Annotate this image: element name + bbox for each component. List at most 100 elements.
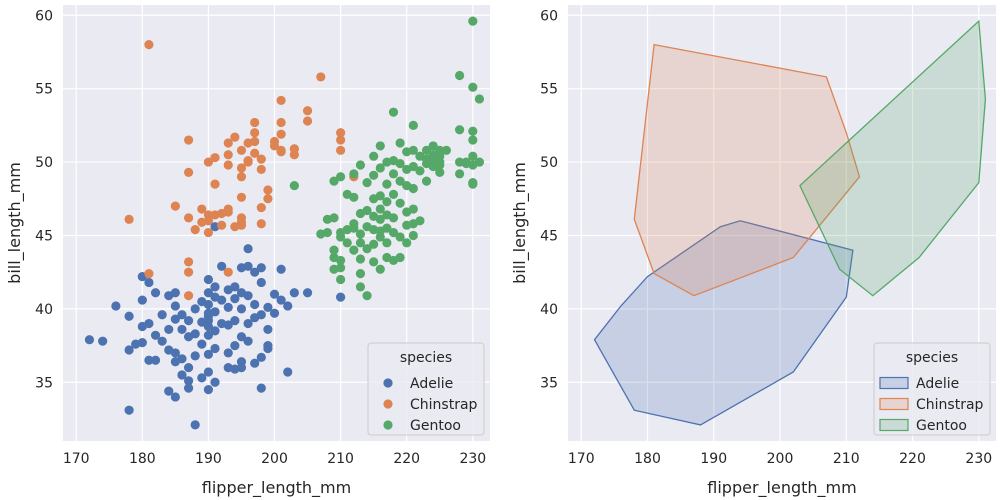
y-tick-label: 55 — [35, 82, 53, 98]
scatter-point — [355, 160, 366, 170]
legend-box — [367, 342, 485, 436]
scatter-point — [250, 148, 260, 158]
y-tick-label: 50 — [540, 155, 558, 171]
scatter-point — [223, 207, 233, 217]
scatter-point — [375, 141, 385, 151]
scatter-point — [223, 160, 233, 170]
scatter-point — [210, 179, 220, 189]
scatter-point — [137, 338, 147, 348]
legend-patch — [879, 418, 909, 432]
scatter-point — [124, 405, 134, 415]
y-tick-label: 45 — [35, 228, 53, 244]
scatter-point — [276, 117, 286, 128]
scatter-point — [276, 295, 286, 305]
scatter-point — [223, 150, 233, 160]
legend-label: Gentoo — [410, 418, 461, 434]
scatter-point — [316, 72, 326, 82]
scatter-point — [408, 145, 418, 155]
scatter-point — [137, 295, 147, 305]
scatter-point — [210, 343, 220, 354]
scatter-point — [369, 170, 379, 180]
scatter-point — [388, 189, 399, 199]
legend-marker — [383, 378, 393, 388]
scatter-point — [170, 392, 180, 402]
scatter-point — [124, 214, 134, 224]
x-tick-label: 230 — [965, 451, 992, 467]
scatter-point — [250, 299, 260, 310]
scatter-point — [395, 176, 405, 186]
y-tick-label: 45 — [540, 228, 558, 244]
scatter-point — [349, 245, 359, 255]
scatter-point — [302, 288, 313, 298]
scatter-point — [269, 141, 280, 151]
x-tick-label: 220 — [393, 451, 420, 467]
scatter-point — [454, 125, 465, 135]
scatter-point — [468, 82, 478, 92]
scatter-point — [124, 345, 134, 355]
scatter-point — [243, 261, 253, 271]
scatter-point — [468, 135, 478, 145]
scatter-point — [388, 107, 399, 117]
x-tick-label: 180 — [634, 451, 661, 467]
x-tick-label: 190 — [195, 451, 222, 467]
scatter-point — [203, 216, 214, 226]
y-axis-label: bill_length_mm — [510, 162, 530, 284]
scatter-point — [256, 202, 266, 213]
scatter-point — [336, 263, 346, 273]
scatter-point — [395, 232, 405, 242]
scatter-point — [256, 277, 266, 288]
scatter-point — [210, 307, 220, 317]
scatter-point — [210, 326, 220, 336]
scatter-point — [190, 304, 200, 314]
x-tick-label: 170 — [568, 451, 595, 467]
scatter-point — [415, 166, 425, 176]
scatter-point — [388, 213, 399, 223]
scatter-point — [408, 230, 418, 241]
legend-label: Chinstrap — [916, 397, 984, 413]
scatter-point — [289, 144, 299, 154]
scatter-point — [111, 301, 121, 311]
scatter-point — [395, 252, 405, 263]
scatter-point — [336, 135, 346, 145]
scatter-point — [210, 377, 220, 387]
scatter-point — [263, 194, 273, 204]
scatter-point — [223, 267, 233, 277]
scatter-point — [144, 40, 154, 50]
scatter-point — [236, 213, 247, 223]
scatter-point — [395, 198, 405, 208]
scatter-point — [98, 336, 108, 346]
legend-patch — [879, 376, 909, 390]
scatter-point — [454, 169, 465, 179]
scatter-point — [203, 321, 214, 332]
scatter-point — [183, 291, 194, 301]
scatter-point — [256, 263, 266, 273]
legend-label: Adelie — [916, 376, 959, 392]
scatter-point — [250, 128, 260, 138]
scatter-point — [355, 238, 366, 248]
scatter-point — [203, 367, 214, 377]
scatter-point — [435, 167, 445, 177]
scatter-point — [236, 172, 247, 182]
x-tick-label: 190 — [700, 451, 727, 467]
scatter-point — [170, 201, 180, 211]
scatter-point — [183, 316, 194, 326]
scatter-point — [210, 153, 220, 163]
scatter-point — [256, 219, 266, 229]
scatter-point — [408, 161, 418, 172]
scatter-point — [395, 158, 405, 169]
scatter-point — [402, 238, 412, 248]
scatter-point — [276, 129, 286, 139]
scatter-point — [236, 220, 247, 230]
scatter-point — [256, 352, 266, 362]
scatter-point — [144, 355, 154, 365]
scatter-point — [150, 355, 161, 365]
scatter-point — [382, 179, 392, 189]
scatter-point — [190, 329, 200, 339]
scatter-point — [236, 145, 247, 155]
scatter-point — [349, 223, 359, 233]
scatter-point — [183, 257, 194, 267]
scatter-point — [203, 274, 214, 285]
scatter-point — [382, 238, 392, 248]
scatter-point — [177, 370, 187, 380]
